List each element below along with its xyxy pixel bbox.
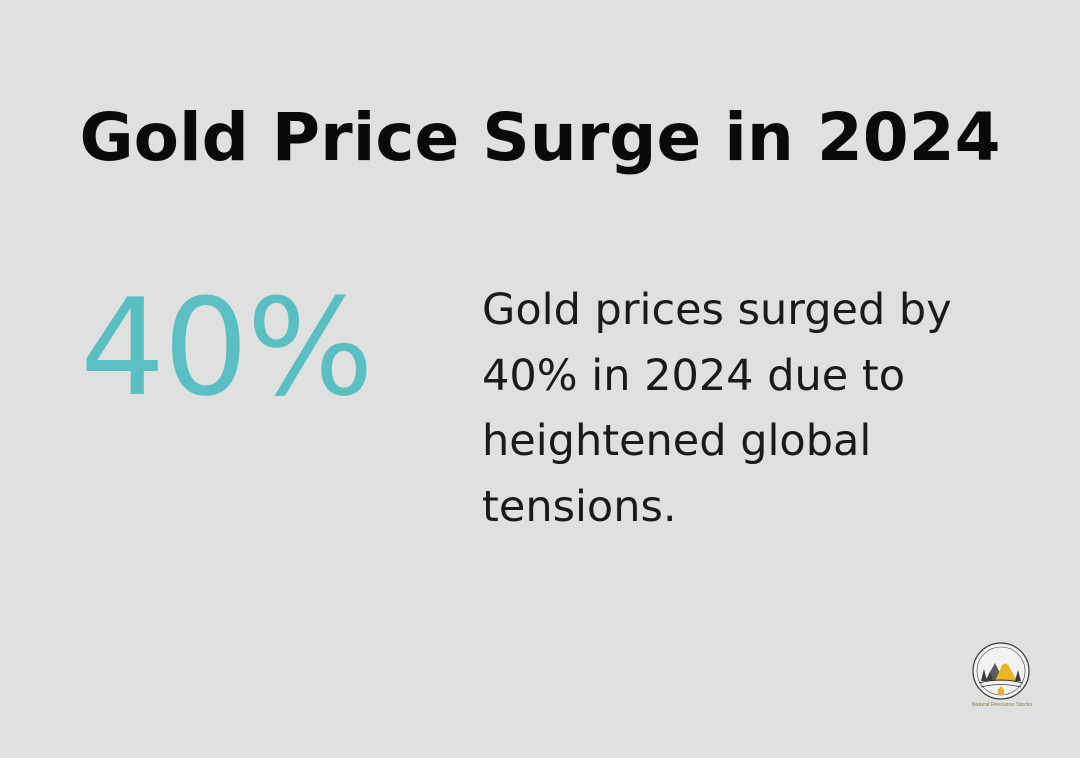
mountain-forest-badge-icon bbox=[972, 642, 1030, 700]
brand-logo: Natural Resource Stocks bbox=[966, 641, 1038, 711]
page-title: Gold Price Surge in 2024 bbox=[79, 99, 1001, 176]
stat-value: 40% bbox=[80, 270, 374, 426]
stat-description: Gold prices surged by 40% in 2024 due to… bbox=[482, 285, 952, 532]
logo-text: Natural Resource Stocks bbox=[971, 702, 1033, 708]
